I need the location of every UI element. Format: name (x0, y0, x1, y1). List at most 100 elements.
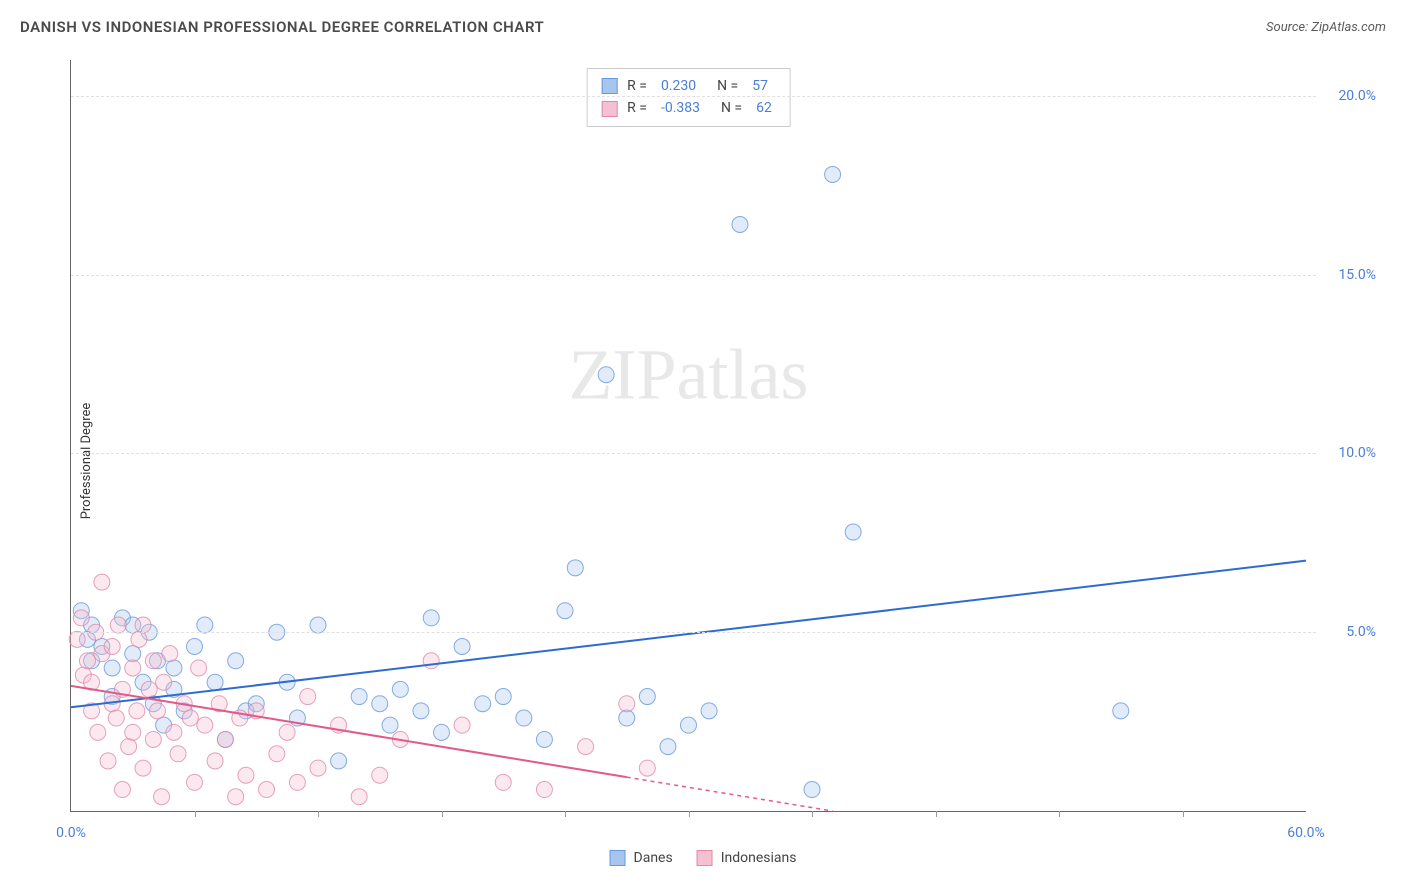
scatter-point (454, 638, 470, 654)
scatter-point (495, 689, 511, 705)
legend-item-indonesians: Indonesians (697, 850, 797, 866)
scatter-point (423, 610, 439, 626)
scatter-point (166, 724, 182, 740)
scatter-point (536, 782, 552, 798)
chart-container: Professional Degree ZIPatlas R = 0.230 N… (20, 50, 1386, 872)
scatter-point (197, 717, 213, 733)
scatter-point (166, 660, 182, 676)
scatter-point (825, 166, 841, 182)
scatter-point (372, 767, 388, 783)
scatter-point (701, 703, 717, 719)
scatter-point (300, 689, 316, 705)
legend-swatch-icon (697, 850, 713, 866)
scatter-point (131, 631, 147, 647)
scatter-point (129, 703, 145, 719)
chart-title: DANISH VS INDONESIAN PROFESSIONAL DEGREE… (20, 18, 544, 36)
scatter-point (90, 724, 106, 740)
chart-header: DANISH VS INDONESIAN PROFESSIONAL DEGREE… (20, 18, 1386, 36)
scatter-point (104, 660, 120, 676)
x-tick-label: 60.0% (1287, 825, 1325, 841)
scatter-point (182, 710, 198, 726)
regression-line (71, 561, 1306, 708)
scatter-point (125, 646, 141, 662)
scatter-point (269, 746, 285, 762)
y-tick-label: 15.0% (1316, 267, 1376, 283)
scatter-point (351, 689, 367, 705)
scatter-point (207, 674, 223, 690)
scatter-point (135, 617, 151, 633)
scatter-point (598, 367, 614, 383)
scatter-point (145, 731, 161, 747)
scatter-point (578, 739, 594, 755)
scatter-point (619, 710, 635, 726)
scatter-point (516, 710, 532, 726)
scatter-point (162, 646, 178, 662)
scatter-point (619, 696, 635, 712)
scatter-point (121, 739, 137, 755)
scatter-point (114, 782, 130, 798)
scatter-point (217, 731, 233, 747)
scatter-point (331, 753, 347, 769)
source-attribution: Source: ZipAtlas.com (1266, 20, 1386, 35)
scatter-point (639, 760, 655, 776)
scatter-point (108, 710, 124, 726)
scatter-point (154, 789, 170, 805)
scatter-point (310, 617, 326, 633)
scatter-point (94, 574, 110, 590)
scatter-point (104, 638, 120, 654)
scatter-point (79, 653, 95, 669)
scatter-point (567, 560, 583, 576)
legend-label: Indonesians (721, 850, 797, 866)
scatter-point (110, 617, 126, 633)
scatter-svg (71, 60, 1306, 811)
scatter-point (69, 631, 85, 647)
y-tick-label: 5.0% (1316, 624, 1376, 640)
y-tick-label: 20.0% (1316, 88, 1376, 104)
scatter-point (639, 689, 655, 705)
scatter-point (351, 789, 367, 805)
scatter-point (660, 739, 676, 755)
scatter-point (170, 746, 186, 762)
scatter-point (197, 617, 213, 633)
scatter-point (845, 524, 861, 540)
scatter-point (135, 760, 151, 776)
scatter-point (289, 774, 305, 790)
scatter-point (475, 696, 491, 712)
scatter-point (310, 760, 326, 776)
scatter-point (681, 717, 697, 733)
legend-label: Danes (634, 850, 673, 866)
scatter-point (536, 731, 552, 747)
x-tick-label: 0.0% (56, 825, 86, 841)
scatter-point (1113, 703, 1129, 719)
scatter-point (413, 703, 429, 719)
scatter-point (187, 638, 203, 654)
scatter-point (732, 217, 748, 233)
scatter-point (145, 653, 161, 669)
scatter-point (207, 753, 223, 769)
scatter-point (149, 703, 165, 719)
scatter-point (100, 753, 116, 769)
scatter-point (434, 724, 450, 740)
plot-area: ZIPatlas R = 0.230 N = 57 R = -0.383 N =… (70, 60, 1306, 812)
scatter-point (804, 782, 820, 798)
scatter-point (73, 610, 89, 626)
scatter-point (125, 724, 141, 740)
scatter-point (187, 774, 203, 790)
scatter-point (557, 603, 573, 619)
scatter-point (495, 774, 511, 790)
legend-item-danes: Danes (610, 850, 673, 866)
scatter-point (382, 717, 398, 733)
y-tick-label: 10.0% (1316, 445, 1376, 461)
scatter-point (191, 660, 207, 676)
scatter-point (141, 681, 157, 697)
scatter-point (392, 681, 408, 697)
scatter-point (228, 789, 244, 805)
scatter-point (454, 717, 470, 733)
scatter-point (372, 696, 388, 712)
scatter-point (423, 653, 439, 669)
legend-swatch-icon (610, 850, 626, 866)
scatter-point (156, 674, 172, 690)
scatter-point (125, 660, 141, 676)
scatter-point (279, 724, 295, 740)
scatter-point (259, 782, 275, 798)
